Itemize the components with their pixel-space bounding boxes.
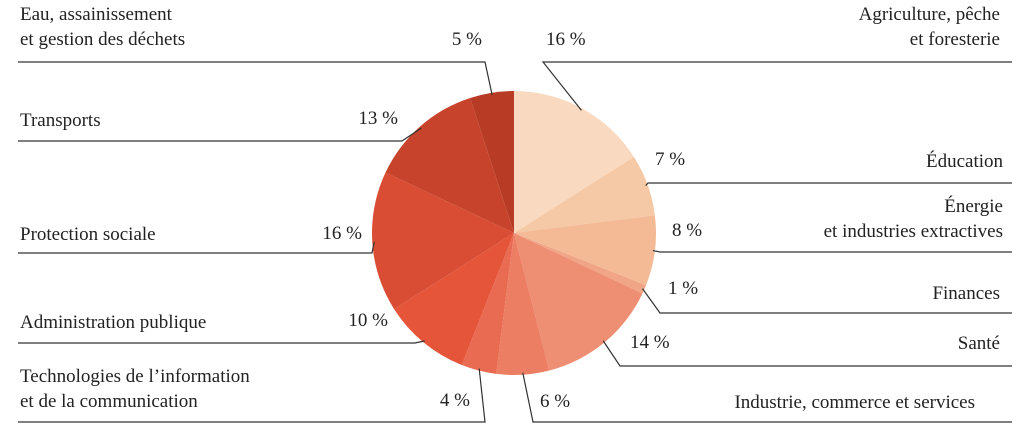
category-label: Administration publique [20, 312, 206, 333]
pie-slice [514, 156, 655, 233]
leader-line [641, 288, 1012, 314]
leader-line [18, 127, 422, 142]
value-label: 14 % [630, 332, 670, 353]
pie-slice [514, 91, 634, 233]
pie-slice [514, 233, 647, 294]
category-label: Énergie et industries extractives [824, 195, 1003, 242]
pie-slice [385, 97, 514, 233]
pie-slice [470, 91, 514, 233]
value-label: 16 % [546, 29, 586, 50]
leader-line [602, 340, 1012, 367]
value-label: 10 % [348, 310, 388, 331]
leader-line [18, 340, 425, 344]
value-label: 6 % [540, 391, 570, 412]
category-label: Agriculture, pêche et foresterie [859, 4, 1000, 50]
leader-line [18, 368, 486, 423]
leader-line [541, 61, 1012, 111]
category-label: Finances [932, 283, 1000, 304]
value-label: 1 % [668, 278, 698, 299]
value-label: 7 % [655, 149, 685, 170]
pie-slice [496, 233, 550, 375]
category-label: Industrie, commerce et services [734, 392, 975, 413]
pie-slice [514, 215, 656, 286]
pie-slice [372, 172, 514, 310]
value-label: 16 % [322, 223, 362, 244]
value-label: 8 % [672, 220, 702, 241]
value-label: 5 % [452, 29, 482, 50]
category-label: Technologies de l’information et de la co… [20, 366, 250, 412]
category-label: Transports [20, 110, 101, 131]
category-label: Eau, assainissement et gestion des déchet… [20, 4, 185, 50]
leader-line [18, 241, 375, 254]
category-label: Santé [958, 333, 1000, 354]
leader-line [652, 249, 1012, 253]
pie-slice [514, 233, 643, 371]
value-label: 13 % [358, 108, 398, 129]
leader-line [645, 182, 1012, 186]
leader-line [18, 61, 493, 95]
pie-slice [461, 233, 514, 374]
value-label: 4 % [440, 390, 470, 411]
pie-slice [394, 233, 514, 366]
category-label: Protection sociale [20, 224, 156, 245]
category-label: Éducation [926, 150, 1004, 172]
leader-line [522, 372, 1012, 423]
